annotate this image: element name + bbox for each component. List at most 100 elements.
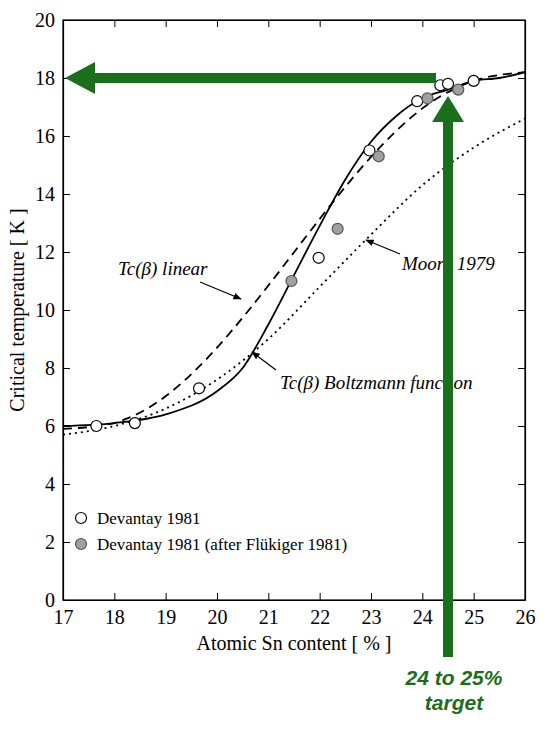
curve-label: Tc(β) linear (118, 258, 208, 280)
tick-label: 26 (516, 606, 536, 628)
curve (63, 119, 525, 435)
tick: 10 (35, 299, 70, 321)
callout-arrow (200, 282, 241, 299)
tick (371, 20, 372, 27)
data-point (443, 78, 454, 89)
callout-arrow (252, 352, 276, 370)
tick-mark (217, 20, 218, 27)
legend-label: Devantay 1981 (97, 509, 200, 528)
plot-frame (63, 20, 525, 600)
y-axis-right (518, 21, 526, 601)
x-axis-title: Atomic Sn content [ % ] (197, 632, 392, 654)
data-point (373, 151, 384, 162)
tick-label: 20 (208, 606, 228, 628)
tick-mark (518, 484, 525, 485)
tick (518, 78, 525, 79)
tick-mark (63, 20, 70, 21)
plot-area (63, 72, 525, 435)
tick: 25 (464, 593, 484, 628)
tick-label: 22 (310, 606, 330, 628)
tick-mark (114, 20, 115, 27)
tick (320, 20, 321, 27)
tick: 16 (35, 125, 70, 147)
tick-label: 12 (35, 241, 55, 263)
tick-mark (518, 368, 525, 369)
data-point (313, 252, 324, 263)
tick-label: 19 (156, 606, 176, 628)
tick: 19 (156, 593, 176, 628)
tick-label: 24 (413, 606, 433, 628)
tick-mark (63, 484, 70, 485)
chart: 17 18 19 20 21 22 23 24 25 260 24 6 8 10 12 14 16 18 20 Ato… (0, 0, 549, 729)
tick: 14 (35, 183, 70, 205)
tick: 0 (45, 589, 70, 611)
tick-mark (474, 593, 475, 600)
tick: 2 (45, 531, 70, 553)
data-point (91, 421, 102, 432)
tick (518, 484, 525, 485)
tick (474, 20, 475, 27)
data-point (129, 418, 140, 429)
data-point (332, 223, 343, 234)
tick: 18 (105, 593, 125, 628)
tick (166, 20, 167, 27)
tick-mark (268, 593, 269, 600)
tick-mark (518, 136, 525, 137)
tick-mark (518, 20, 525, 21)
tick-mark (518, 252, 525, 253)
target-arrow-head (432, 96, 464, 122)
tick-label: 25 (464, 606, 484, 628)
tick-mark (63, 600, 70, 601)
tick: 20 (35, 9, 70, 31)
tick-mark (518, 310, 525, 311)
tick (518, 252, 525, 253)
tick-mark (63, 252, 70, 253)
tick (518, 194, 525, 195)
tick (518, 600, 525, 601)
tick: 12 (35, 241, 70, 263)
tick (518, 368, 525, 369)
tick (217, 20, 218, 27)
tick-label: 2 (45, 531, 55, 553)
tick-label: 18 (35, 67, 55, 89)
tick-mark (422, 593, 423, 600)
tick-mark (518, 600, 525, 601)
tick-label: 21 (259, 606, 279, 628)
tick-label: 17 (54, 606, 74, 628)
tick (518, 310, 525, 311)
tick (114, 20, 115, 27)
tick-mark (371, 20, 372, 27)
tick-mark (320, 20, 321, 27)
data-point (468, 75, 479, 86)
tick (518, 426, 525, 427)
tick-label: 0 (45, 589, 55, 611)
tick: 21 (259, 593, 279, 628)
tick-mark (518, 542, 525, 543)
tick: 23 (362, 593, 382, 628)
tick: 24 (413, 593, 433, 628)
target-arrows (65, 62, 464, 657)
tick-mark (474, 20, 475, 27)
tick-label: 18 (105, 606, 125, 628)
tick-mark (166, 593, 167, 600)
tick-mark (63, 136, 70, 137)
data-point (194, 383, 205, 394)
tick-label: 10 (35, 299, 55, 321)
axis-line (64, 20, 526, 21)
curve (63, 72, 525, 429)
tick: 18 (35, 67, 70, 89)
x-axis: 17 18 19 20 21 22 23 24 25 26 (54, 593, 536, 628)
tick-label: 16 (35, 125, 55, 147)
annotation: 24 to 25%target (405, 666, 503, 714)
tick-label: 8 (45, 357, 55, 379)
tick (518, 20, 525, 21)
tick: 22 (310, 593, 330, 628)
tick-mark (268, 20, 269, 27)
tick: 20 (208, 593, 228, 628)
tick-mark (320, 593, 321, 600)
tick-mark (63, 194, 70, 195)
tick-label: 20 (35, 9, 55, 31)
tick-mark (217, 593, 218, 600)
tick-mark (371, 593, 372, 600)
tick-label: 6 (45, 415, 55, 437)
